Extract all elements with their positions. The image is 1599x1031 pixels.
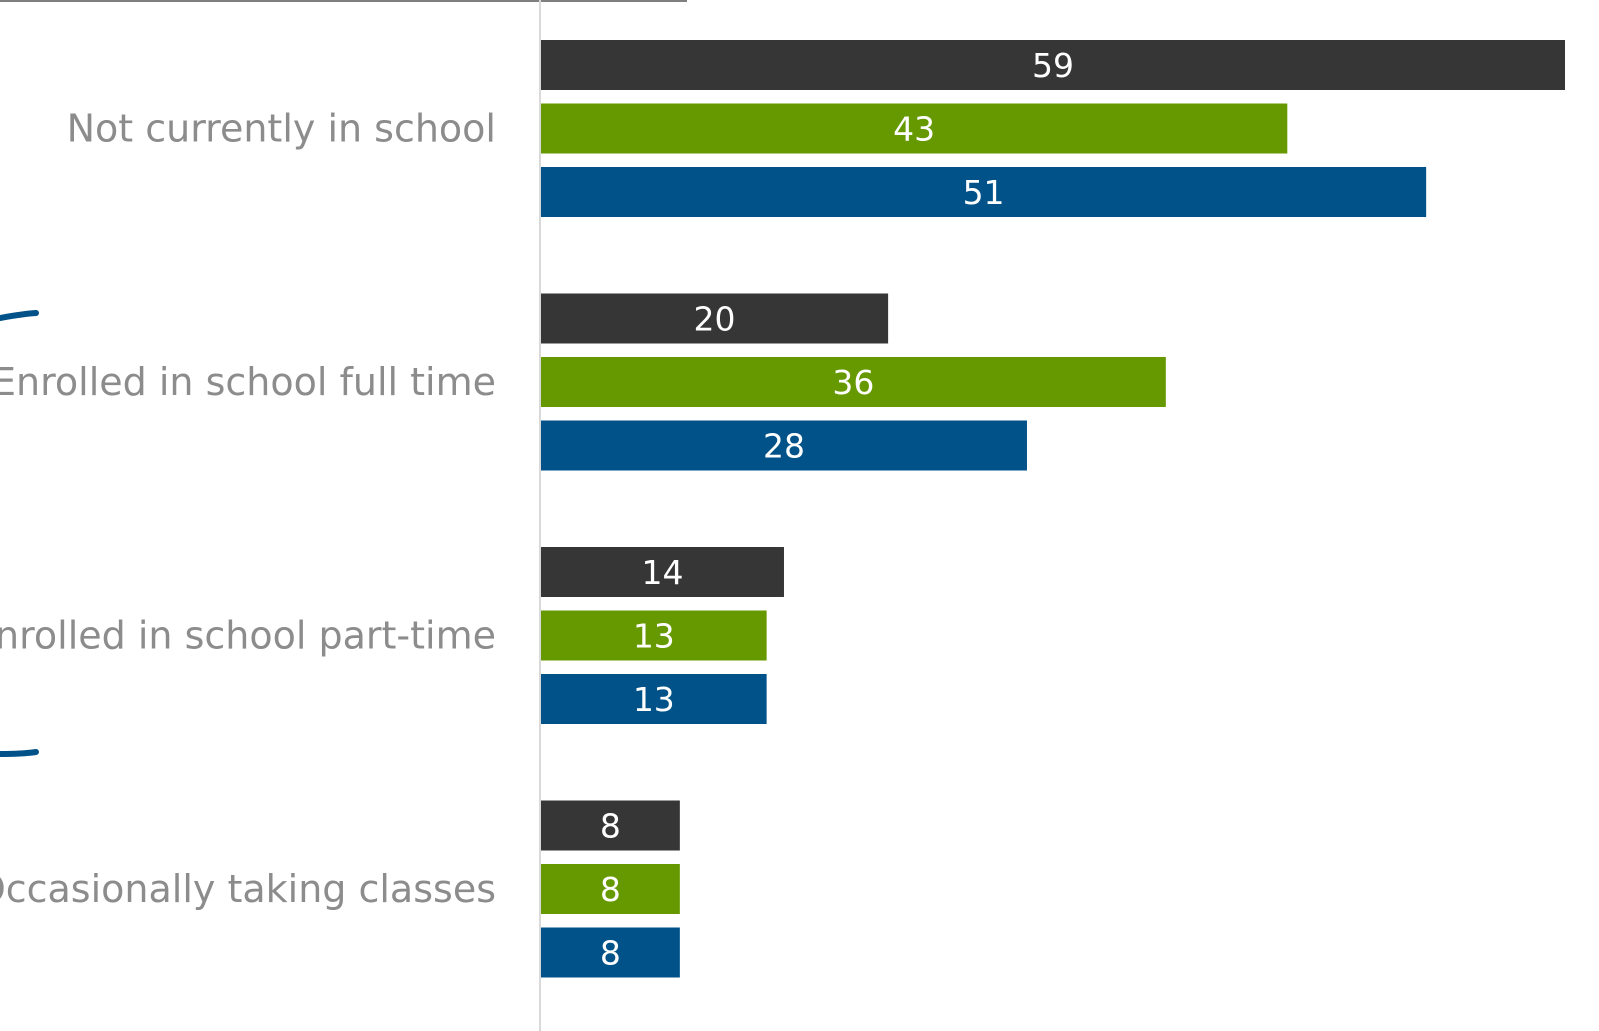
labels-layer: Not currently in school 59 43 51 Enrolled in… xyxy=(0,46,1074,973)
bar xyxy=(541,357,1166,407)
bracket-bottom-mark xyxy=(0,749,39,757)
bar xyxy=(541,800,680,851)
bar-value-label: 28 xyxy=(763,427,805,466)
category-label: Enrolled in school full time xyxy=(0,360,496,404)
bar-value-label: 13 xyxy=(633,680,675,719)
bar-value-label: 43 xyxy=(893,110,935,149)
bar-value-label: 59 xyxy=(1032,46,1074,85)
bar-value-label: 8 xyxy=(600,807,621,846)
bar-value-label: 20 xyxy=(694,300,736,339)
bar xyxy=(541,420,1027,471)
bars-layer xyxy=(541,40,1565,978)
bar-value-label: 51 xyxy=(963,173,1005,212)
bar xyxy=(541,674,767,724)
bracket-top-mark xyxy=(0,310,39,321)
category-label: Enrolled in school part-time xyxy=(0,614,496,658)
bar-value-label: 13 xyxy=(633,617,675,656)
category-label: Not currently in school xyxy=(67,107,496,151)
bar xyxy=(541,927,680,978)
category-label: Occasionally taking classes xyxy=(0,867,496,911)
bar-value-label: 8 xyxy=(600,870,621,909)
bar-value-label: 8 xyxy=(600,934,621,973)
bar xyxy=(541,167,1427,217)
bar xyxy=(541,103,1288,154)
bar xyxy=(541,293,889,344)
bar-value-label: 14 xyxy=(641,553,683,592)
bar-value-label: 36 xyxy=(832,363,874,402)
bar xyxy=(541,610,767,661)
bar xyxy=(541,864,680,914)
bar xyxy=(541,547,784,597)
bar xyxy=(541,40,1565,90)
